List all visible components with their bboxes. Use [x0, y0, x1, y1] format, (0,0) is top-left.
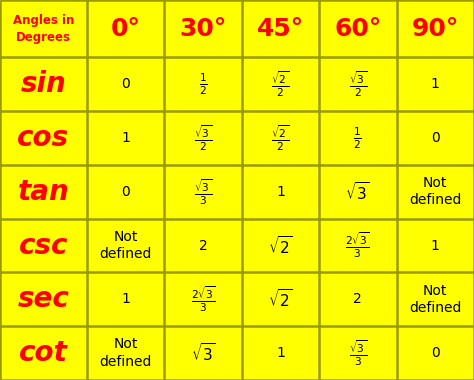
Text: 90°: 90° — [411, 17, 459, 41]
Text: 45°: 45° — [257, 17, 304, 41]
Text: 0°: 0° — [110, 17, 141, 41]
Text: Not
defined: Not defined — [100, 230, 152, 261]
Text: $\sqrt{3}$: $\sqrt{3}$ — [346, 181, 370, 203]
Text: Not
defined: Not defined — [409, 284, 462, 315]
Text: $\frac{\sqrt{3}}{2}$: $\frac{\sqrt{3}}{2}$ — [349, 70, 367, 99]
Text: $\frac{2\sqrt{3}}{3}$: $\frac{2\sqrt{3}}{3}$ — [346, 231, 370, 260]
Text: $\frac{2\sqrt{3}}{3}$: $\frac{2\sqrt{3}}{3}$ — [191, 285, 216, 314]
Text: $\frac{\sqrt{3}}{3}$: $\frac{\sqrt{3}}{3}$ — [349, 338, 367, 368]
Text: 0: 0 — [431, 346, 440, 360]
Text: $\frac{1}{2}$: $\frac{1}{2}$ — [354, 125, 362, 151]
Text: 2: 2 — [199, 239, 208, 253]
Text: 1: 1 — [121, 292, 130, 306]
Text: tan: tan — [18, 178, 69, 206]
Text: $\frac{\sqrt{2}}{2}$: $\frac{\sqrt{2}}{2}$ — [272, 123, 290, 153]
Text: $\sqrt{3}$: $\sqrt{3}$ — [191, 342, 216, 364]
Text: sin: sin — [20, 70, 66, 98]
Text: 30°: 30° — [179, 17, 227, 41]
Text: 1: 1 — [431, 239, 440, 253]
Text: cot: cot — [19, 339, 68, 367]
Text: $\sqrt{2}$: $\sqrt{2}$ — [268, 288, 293, 310]
Text: sec: sec — [18, 285, 69, 314]
Text: $\frac{1}{2}$: $\frac{1}{2}$ — [199, 71, 208, 97]
Text: 0: 0 — [121, 77, 130, 91]
Text: $\sqrt{2}$: $\sqrt{2}$ — [268, 234, 293, 256]
Text: $\frac{\sqrt{3}}{3}$: $\frac{\sqrt{3}}{3}$ — [194, 177, 212, 207]
Text: 0: 0 — [121, 185, 130, 199]
Text: 1: 1 — [276, 185, 285, 199]
Text: Not
defined: Not defined — [100, 337, 152, 369]
Text: $\frac{\sqrt{3}}{2}$: $\frac{\sqrt{3}}{2}$ — [194, 123, 212, 153]
Text: 60°: 60° — [334, 17, 382, 41]
Text: 1: 1 — [431, 77, 440, 91]
Text: cos: cos — [18, 124, 70, 152]
Text: Angles in
Degrees: Angles in Degrees — [13, 14, 74, 44]
Text: $\frac{\sqrt{2}}{2}$: $\frac{\sqrt{2}}{2}$ — [272, 70, 290, 99]
Text: 2: 2 — [354, 292, 362, 306]
Text: 1: 1 — [121, 131, 130, 145]
Text: csc: csc — [18, 231, 68, 260]
Text: Not
defined: Not defined — [409, 176, 462, 207]
Text: 0: 0 — [431, 131, 440, 145]
Text: 1: 1 — [276, 346, 285, 360]
